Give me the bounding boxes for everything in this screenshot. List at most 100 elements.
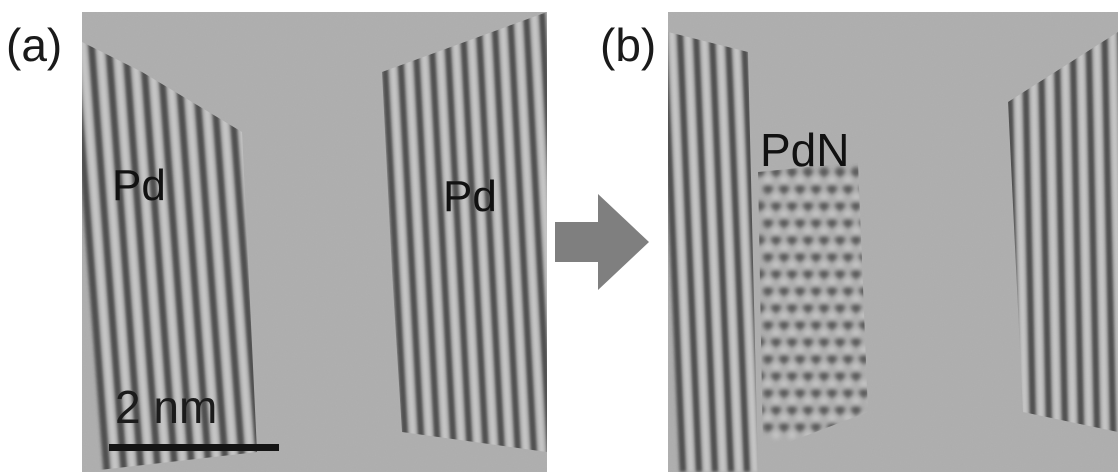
panel-b-label: (b) [600, 19, 657, 71]
pdn-lattice-bright-dot [796, 414, 804, 422]
panel-b-right-light-fringe [1109, 32, 1118, 432]
arrow-right-icon [555, 194, 649, 290]
pdn-lattice-bright-dot [836, 227, 844, 235]
pdn-lattice-bright-dot [812, 244, 820, 252]
pdn-lattice-dot [827, 286, 837, 296]
panel-a-right-light-fringe [515, 12, 546, 452]
pdn-lattice-dot [795, 354, 805, 364]
pdn-lattice-dot [779, 320, 789, 330]
panel-a-right-light-fringe [499, 12, 530, 452]
pdn-lattice-bright-dot [828, 380, 836, 388]
pdn-lattice-dot [819, 405, 829, 415]
panel-a-right-light-fringe [451, 12, 482, 452]
pdn-lattice-dot [795, 184, 805, 194]
pdn-lattice-dot [771, 235, 781, 245]
pdn-lattice-dot [827, 252, 837, 262]
panel-a-left-dark-fringe [102, 42, 145, 472]
pdn-lattice-bright-dot [780, 414, 788, 422]
panel-a-right-dark-fringe [490, 12, 523, 452]
pdn-lattice-bright-dot [788, 329, 796, 337]
pdn-lattice-bright-dot [764, 312, 772, 320]
pdn-lattice-dot [763, 286, 773, 296]
pdn-lattice-dot [811, 184, 821, 194]
pdn-lattice-dot [771, 201, 781, 211]
pdn-lattice-dot [803, 371, 813, 381]
pdn-lattice-dot [819, 235, 829, 245]
panel-b-right-dark-fringe [1068, 32, 1086, 432]
pdn-lattice-dot [779, 388, 789, 398]
pdn-lattice-dot [843, 184, 853, 194]
pdn-lattice-dot [803, 337, 813, 347]
pdn-lattice-dot [779, 286, 789, 296]
pdn-lattice-dot [803, 167, 813, 177]
pdn-lattice-bright-dot [828, 414, 836, 422]
pdn-lattice-bright-dot [796, 244, 804, 252]
pdn-lattice-bright-dot [804, 193, 812, 201]
pdn-lattice-dot [843, 354, 853, 364]
pdn-lattice-bright-dot [812, 414, 820, 422]
pdn-lattice-dot [811, 422, 821, 432]
pdn-lattice-dot [787, 201, 797, 211]
panel-a-micrograph [82, 12, 547, 472]
panel-b-left-dark-fringe [707, 32, 735, 472]
pdn-lattice-dot [803, 201, 813, 211]
pdn-lattice-bright-dot [836, 363, 844, 371]
pdn-lattice-bright-dot [844, 346, 852, 354]
panel-a-left-light-fringe [82, 42, 119, 472]
pdn-lattice-bright-dot [844, 210, 852, 218]
pdn-lattice-bright-dot [764, 278, 772, 286]
pdn-lattice-bright-dot [852, 363, 860, 371]
panel-a-tem-image: Pd Pd 2 nm [82, 12, 547, 472]
pdn-lattice-dot [819, 201, 829, 211]
pdn-lattice-dot [827, 320, 837, 330]
pdn-lattice-bright-dot [828, 210, 836, 218]
panel-b-right-light-fringe [1093, 32, 1109, 432]
panel-a-left-dark-fringe [136, 42, 179, 472]
pdn-lattice-dot [795, 388, 805, 398]
pdn-lattice-bright-dot [780, 346, 788, 354]
pdn-lattice-bright-dot [852, 193, 860, 201]
pdn-lattice-dot [787, 405, 797, 415]
pdn-lattice-bright-dot [788, 295, 796, 303]
pdn-lattice-bright-dot [828, 176, 836, 184]
pdn-lattice-dot [779, 184, 789, 194]
panel-b-pdn-label: PdN [760, 124, 850, 176]
pdn-lattice-dot [795, 422, 805, 432]
panel-b-right-light-fringe [1029, 32, 1045, 432]
panel-b-left-dark-fringe [668, 32, 687, 472]
panel-b-left-light-fringe [668, 32, 694, 472]
pdn-lattice-bright-dot [788, 431, 796, 439]
pdn-lattice-bright-dot [820, 329, 828, 337]
panel-b-left-light-fringe [716, 32, 742, 472]
pdn-lattice-dot [763, 354, 773, 364]
panel-a-right-dark-fringe [426, 12, 459, 452]
pdn-lattice-bright-dot [836, 261, 844, 269]
pdn-lattice-bright-dot [796, 346, 804, 354]
pdn-lattice-bright-dot [796, 278, 804, 286]
pdn-lattice-bright-dot [764, 380, 772, 388]
pdn-lattice-bright-dot [812, 380, 820, 388]
pdn-lattice-bright-dot [852, 397, 860, 405]
pdn-lattice-dot [779, 354, 789, 364]
panel-a-right-light-fringe [403, 12, 434, 452]
pdn-lattice-bright-dot [844, 312, 852, 320]
panel-a-right-light-fringe [435, 12, 466, 452]
pdn-lattice-bright-dot [804, 295, 812, 303]
pdn-lattice-dot [851, 405, 861, 415]
pdn-lattice-dot [795, 252, 805, 262]
panel-b-right-dark-fringe [1052, 32, 1070, 432]
scale-bar-label: 2 nm [115, 381, 218, 433]
pdn-lattice-bright-dot [844, 380, 852, 388]
panel-a-pd-label-left: Pd [112, 161, 166, 210]
pdn-lattice-bright-dot [828, 312, 836, 320]
pdn-lattice-dot [835, 303, 845, 313]
pdn-lattice-dot [827, 184, 837, 194]
pdn-lattice-bright-dot [836, 295, 844, 303]
pdn-lattice-dot [843, 388, 853, 398]
pdn-lattice-bright-dot [836, 193, 844, 201]
pdn-lattice-bright-dot [764, 346, 772, 354]
pdn-lattice-dot [827, 218, 837, 228]
pdn-lattice-dot [835, 371, 845, 381]
pdn-lattice-bright-dot [820, 295, 828, 303]
